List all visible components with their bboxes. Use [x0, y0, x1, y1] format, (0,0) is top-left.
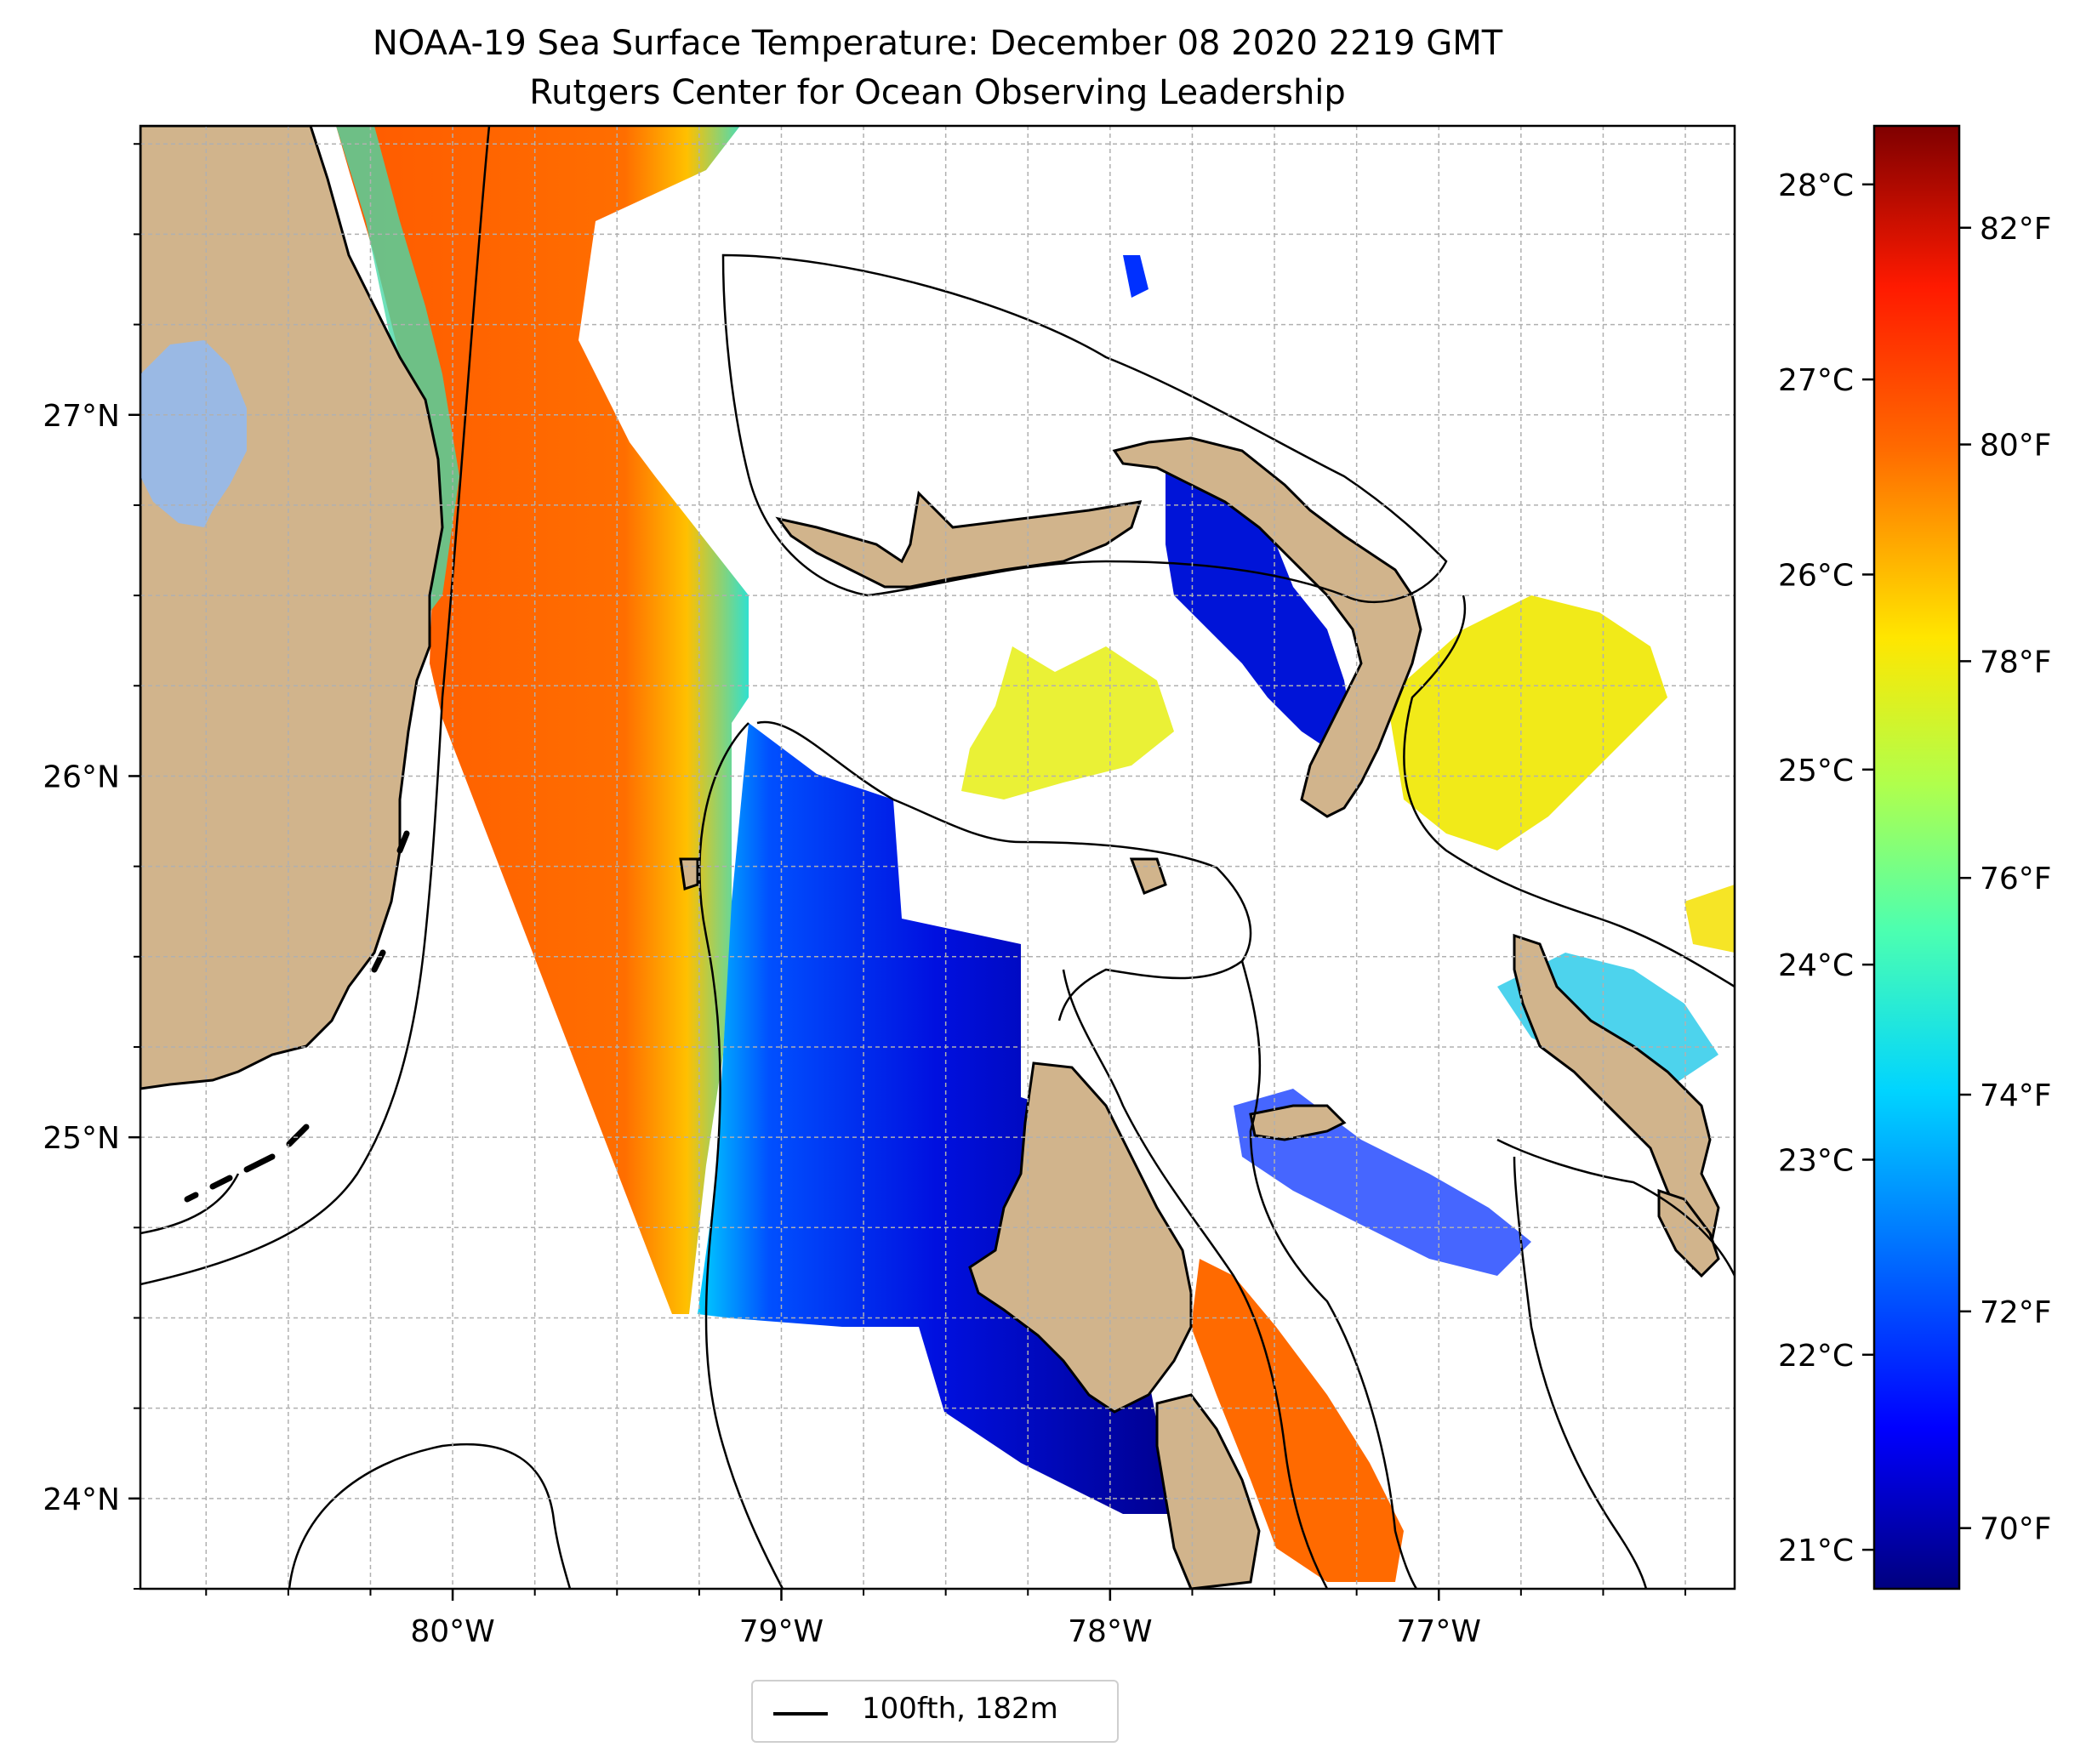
fahrenheit-tick-label: 80°F — [1980, 429, 2052, 464]
florida-keys — [184, 830, 410, 1203]
lon-tick-label: 78°W — [1068, 1614, 1152, 1649]
lat-tick-label: 24°N — [43, 1482, 120, 1517]
celsius-tick-label: 24°C — [1778, 948, 1854, 983]
celsius-tick-label: 25°C — [1778, 754, 1854, 788]
lon-tick-label: 79°W — [739, 1614, 824, 1649]
isobath-gulf-stream-west — [140, 1173, 240, 1235]
legend-label: 100fth, 182m — [862, 1692, 1058, 1726]
map-title-line1: NOAA-19 Sea Surface Temperature: Decembe… — [373, 24, 1503, 63]
great-bahama-bank-yellow-patch — [961, 646, 1174, 799]
lat-tick-label: 26°N — [43, 760, 120, 794]
legend-line-swatch — [773, 1712, 828, 1716]
map-frame — [139, 124, 1736, 1590]
legend: 100fth, 182m — [751, 1680, 1119, 1743]
isobath-exuma-sound — [1403, 595, 1735, 988]
isobath-tongue-of-ocean-east — [1240, 960, 1418, 1589]
tongue-of-ocean-cool-pool — [1166, 459, 1353, 748]
isobath-great-bahama-bank-north — [756, 720, 1252, 1021]
isobath-southern-basin — [288, 1442, 572, 1589]
celsius-tick-label: 23°C — [1778, 1143, 1854, 1178]
eleuthera-south-island — [1657, 1188, 1720, 1278]
southern-warm-patch — [1191, 1259, 1404, 1582]
map-title-line2: Rutgers Center for Ocean Observing Leade… — [529, 73, 1346, 112]
lat-tick-label: 27°N — [43, 399, 120, 434]
colorbar — [1872, 124, 1961, 1590]
celsius-tick-label: 28°C — [1778, 168, 1854, 203]
isobath-andros-west — [1062, 969, 1329, 1589]
lake-okeechobee — [140, 340, 247, 527]
fahrenheit-tick-label: 74°F — [1980, 1078, 2052, 1113]
map-axis-ticks: 80°W 79°W 78°W 77°W 24°N 25°N 26°N 27°N — [43, 143, 1687, 1649]
abaco-island — [1112, 436, 1422, 818]
andros-island — [968, 1061, 1193, 1414]
fahrenheit-tick-label: 72°F — [1980, 1295, 2052, 1330]
fahrenheit-tick-label: 78°F — [1980, 645, 2052, 680]
fahrenheit-tick-label: 70°F — [1980, 1512, 2052, 1547]
north-blue-specks — [1123, 255, 1148, 298]
fahrenheit-tick-label: 82°F — [1980, 212, 2052, 247]
colorbar-ticks: 21°C 22°C 23°C 24°C 25°C 26°C 27°C 28°C 70°F 72°F… — [1778, 168, 2051, 1568]
berry-islands — [1129, 857, 1167, 895]
isobath-florida-shelf — [140, 126, 491, 1286]
fahrenheit-tick-label: 76°F — [1980, 862, 2052, 896]
exuma-sound-yellow-patch — [1387, 595, 1667, 851]
grand-bahama-island — [775, 490, 1143, 589]
celsius-tick-label: 27°C — [1778, 363, 1854, 398]
isobath-eleuthera-east — [1513, 1156, 1648, 1589]
andros-south-island — [1155, 1393, 1261, 1589]
map-area — [140, 126, 1735, 1589]
isobath-straits-east — [698, 722, 784, 1589]
grid-lines — [140, 126, 1735, 1589]
far-east-yellow-patch — [1684, 885, 1735, 953]
isobath-exuma-east — [1496, 1138, 1735, 1277]
celsius-tick-label: 22°C — [1778, 1339, 1854, 1374]
lat-tick-label: 25°N — [43, 1121, 120, 1156]
isobath-contours — [140, 126, 1735, 1589]
lon-tick-label: 80°W — [410, 1614, 494, 1649]
celsius-tick-label: 21°C — [1778, 1534, 1854, 1568]
lon-tick-label: 77°W — [1397, 1614, 1481, 1649]
bimini-island — [679, 857, 699, 891]
celsius-tick-label: 26°C — [1778, 558, 1854, 593]
